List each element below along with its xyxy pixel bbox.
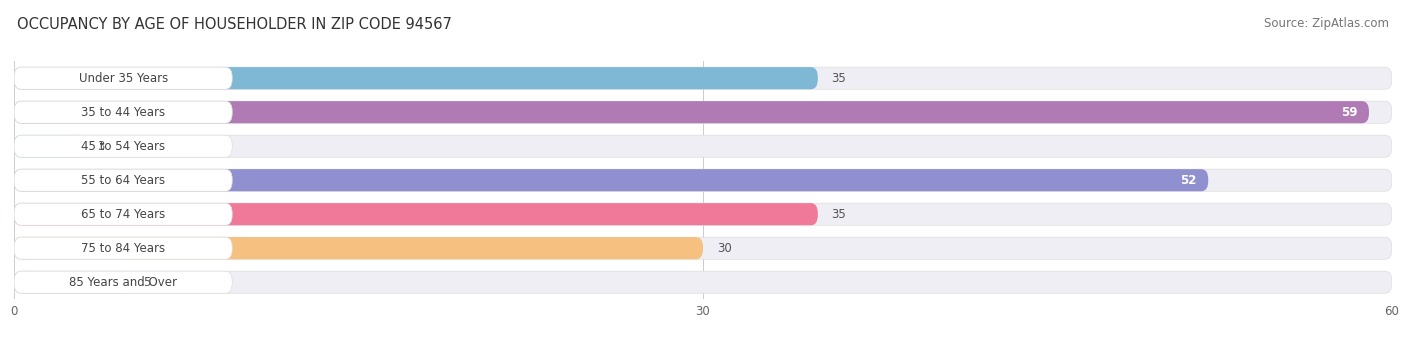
FancyBboxPatch shape (14, 271, 232, 293)
Text: 45 to 54 Years: 45 to 54 Years (82, 140, 165, 153)
Text: Source: ZipAtlas.com: Source: ZipAtlas.com (1264, 17, 1389, 30)
FancyBboxPatch shape (14, 67, 818, 89)
FancyBboxPatch shape (14, 203, 1392, 225)
FancyBboxPatch shape (14, 101, 232, 123)
FancyBboxPatch shape (14, 203, 818, 225)
FancyBboxPatch shape (14, 169, 1208, 191)
Text: 85 Years and Over: 85 Years and Over (69, 276, 177, 289)
FancyBboxPatch shape (14, 101, 1369, 123)
FancyBboxPatch shape (14, 271, 1392, 293)
FancyBboxPatch shape (14, 135, 1392, 157)
Text: 75 to 84 Years: 75 to 84 Years (82, 242, 165, 255)
FancyBboxPatch shape (14, 237, 1392, 259)
FancyBboxPatch shape (14, 237, 232, 259)
Text: 59: 59 (1341, 106, 1358, 119)
FancyBboxPatch shape (14, 203, 232, 225)
FancyBboxPatch shape (14, 135, 83, 157)
Text: 65 to 74 Years: 65 to 74 Years (82, 208, 166, 221)
Text: 3: 3 (97, 140, 104, 153)
FancyBboxPatch shape (14, 271, 129, 293)
Text: OCCUPANCY BY AGE OF HOUSEHOLDER IN ZIP CODE 94567: OCCUPANCY BY AGE OF HOUSEHOLDER IN ZIP C… (17, 17, 451, 32)
Text: 52: 52 (1181, 174, 1197, 187)
FancyBboxPatch shape (14, 169, 232, 191)
Text: Under 35 Years: Under 35 Years (79, 72, 167, 85)
Text: 30: 30 (717, 242, 731, 255)
Text: 5: 5 (142, 276, 150, 289)
Text: 35: 35 (831, 208, 846, 221)
FancyBboxPatch shape (14, 135, 232, 157)
FancyBboxPatch shape (14, 237, 703, 259)
Text: 35 to 44 Years: 35 to 44 Years (82, 106, 165, 119)
FancyBboxPatch shape (14, 67, 1392, 89)
Text: 35: 35 (831, 72, 846, 85)
FancyBboxPatch shape (14, 101, 1392, 123)
FancyBboxPatch shape (14, 169, 1392, 191)
FancyBboxPatch shape (14, 67, 232, 89)
Text: 55 to 64 Years: 55 to 64 Years (82, 174, 165, 187)
